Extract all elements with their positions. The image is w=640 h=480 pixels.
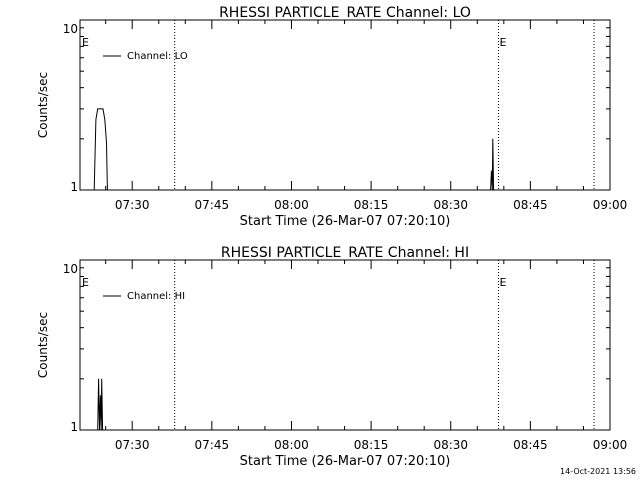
x-axis-label-lo: Start Time (26-Mar-07 07:20:10) bbox=[240, 214, 451, 229]
y-tick-label-10-hi: 10 bbox=[63, 262, 78, 276]
x-tick-label: 08:15 bbox=[354, 438, 389, 452]
x-tick-label: 09:00 bbox=[593, 438, 628, 452]
x-tick-label: 07:30 bbox=[115, 438, 150, 452]
x-tick-label: 07:30 bbox=[115, 198, 150, 212]
vertical-marker-label: E bbox=[500, 36, 507, 49]
y-axis-label-lo: Counts/sec bbox=[36, 72, 50, 138]
panel-lo: RHESSI PARTICLE_RATE Channel: LO Start T… bbox=[36, 5, 627, 229]
vertical-marker-label: E bbox=[500, 276, 507, 289]
x-tick-label: 08:00 bbox=[274, 198, 309, 212]
x-tick-label: 08:30 bbox=[433, 198, 468, 212]
y-tick-label-1-lo: 1 bbox=[70, 180, 78, 194]
edge-flag-e-lo: E bbox=[82, 36, 89, 49]
data-series-line bbox=[97, 378, 104, 431]
x-tick-label: 08:30 bbox=[433, 438, 468, 452]
y-tick-label-1-hi: 1 bbox=[70, 420, 78, 434]
marks-lo: 07:30 07:45 08:00 08:15 08:30 08:45 09:00 E bbox=[80, 20, 627, 212]
x-tick-label: 08:15 bbox=[354, 198, 389, 212]
panel-hi: RHESSI PARTICLE_RATE Channel: HI Start T… bbox=[36, 245, 627, 469]
x-tick-label: 08:45 bbox=[513, 198, 548, 212]
legend-label-lo: Channel: LO bbox=[127, 51, 188, 62]
x-tick-label: 08:00 bbox=[274, 438, 309, 452]
footer-timestamp: 14-Oct-2021 13:56 bbox=[560, 467, 636, 476]
legend-label-hi: Channel: HI bbox=[127, 291, 185, 302]
x-tick-label: 07:45 bbox=[195, 438, 230, 452]
marks-hi: 07:30 07:45 08:00 08:15 08:30 08:45 09:00 E bbox=[80, 260, 627, 452]
y-axis-label-hi: Counts/sec bbox=[36, 312, 50, 378]
edge-flag-e-hi: E bbox=[82, 276, 89, 289]
x-tick-label: 09:00 bbox=[593, 198, 628, 212]
x-tick-label: 08:45 bbox=[513, 438, 548, 452]
x-axis-label-hi: Start Time (26-Mar-07 07:20:10) bbox=[240, 454, 451, 469]
chart-title-lo: RHESSI PARTICLE_RATE Channel: LO bbox=[219, 5, 471, 21]
data-series-line bbox=[93, 108, 495, 191]
x-tick-label: 07:45 bbox=[195, 198, 230, 212]
chart-title-hi: RHESSI PARTICLE_RATE Channel: HI bbox=[221, 245, 469, 261]
y-tick-label-10-lo: 10 bbox=[63, 22, 78, 36]
